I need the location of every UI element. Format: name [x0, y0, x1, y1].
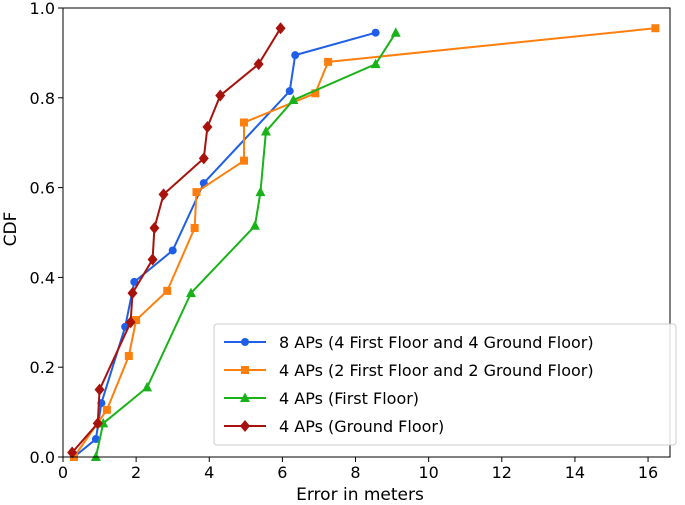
data-point [240, 118, 249, 127]
data-point [168, 246, 177, 255]
y-tick-label: 1.0 [30, 0, 55, 18]
axes-frame [62, 7, 671, 458]
data-point [202, 120, 213, 133]
data-point [94, 383, 105, 396]
y-axis-label: CDF [1, 212, 21, 247]
data-point [158, 188, 169, 201]
data-point [253, 58, 264, 71]
data-point [275, 22, 286, 35]
legend-label: 4 APs (2 First Floor and 2 Ground Floor) [279, 361, 594, 380]
data-point [390, 27, 401, 37]
x-tick-label: 14 [565, 463, 585, 482]
legend-item: 8 APs (4 First Floor and 4 Ground Floor) [224, 333, 594, 352]
data-point [240, 156, 249, 165]
data-point [67, 446, 78, 459]
data-point [285, 87, 294, 96]
data-point [125, 316, 136, 329]
data-point [142, 381, 153, 392]
y-tick-label: 0.4 [30, 268, 55, 287]
legend-marker [240, 392, 250, 402]
y-tick-label: 0.8 [30, 89, 55, 108]
data-point [102, 405, 111, 414]
data-point [130, 277, 139, 286]
axes: 0 2 4 6 8 10 12 14 16 0.0 0.2 0.4 0.6 0.8 1.0 [30, 0, 671, 482]
x-tick-label: 12 [492, 463, 512, 482]
data-point [147, 253, 158, 266]
data-point [324, 57, 333, 66]
data-point [127, 287, 138, 300]
x-tick-label: 6 [277, 463, 287, 482]
data-point [91, 435, 100, 444]
x-axis-label: Error in meters [296, 485, 424, 505]
data-point [255, 186, 266, 197]
data-point [124, 351, 133, 360]
series-line [94, 32, 397, 458]
legend-item: 4 APs (2 First Floor and 2 Ground Floor) [224, 361, 594, 380]
legend-marker [240, 420, 250, 432]
y-tick-label: 0.0 [30, 448, 55, 467]
data-point [311, 89, 320, 98]
series-line [73, 27, 656, 458]
data-point [149, 222, 160, 235]
data-point [132, 316, 141, 325]
data-point [198, 152, 209, 165]
y-tick-label: 0.6 [30, 179, 55, 198]
x-tick-label: 4 [204, 463, 214, 482]
data-point [185, 287, 196, 298]
legend-label: 4 APs (First Floor) [279, 389, 419, 408]
legend-label: 4 APs (Ground Floor) [279, 417, 444, 436]
data-point [249, 220, 260, 230]
legend-marker [241, 366, 249, 374]
x-tick-label: 8 [350, 463, 360, 482]
x-tick-label: 2 [131, 463, 141, 482]
x-tick-label: 16 [638, 463, 658, 482]
x-tick-label: 0 [58, 463, 68, 482]
series-4 [67, 22, 286, 459]
legend: 8 APs (4 First Floor and 4 Ground Floor)… [213, 323, 677, 446]
legend-box [213, 323, 677, 446]
data-point [92, 417, 103, 430]
plot-area [67, 22, 660, 461]
legend-marker [241, 338, 249, 346]
data-point [163, 286, 172, 295]
data-point [291, 51, 300, 60]
legend-label: 8 APs (4 First Floor and 4 Ground Floor) [279, 333, 594, 352]
data-point [370, 58, 381, 69]
data-point [371, 28, 380, 37]
y-tick-label: 0.2 [30, 358, 55, 377]
legend-item: 4 APs (First Floor) [224, 389, 419, 408]
data-point [651, 24, 660, 33]
legend-item: 4 APs (Ground Floor) [224, 417, 444, 436]
data-point [288, 94, 299, 105]
data-point [215, 89, 226, 102]
series-3 [90, 27, 401, 461]
data-point [190, 224, 199, 233]
data-point [90, 451, 101, 461]
x-tick-label: 10 [418, 463, 438, 482]
data-point [260, 125, 271, 136]
data-point [192, 188, 201, 197]
